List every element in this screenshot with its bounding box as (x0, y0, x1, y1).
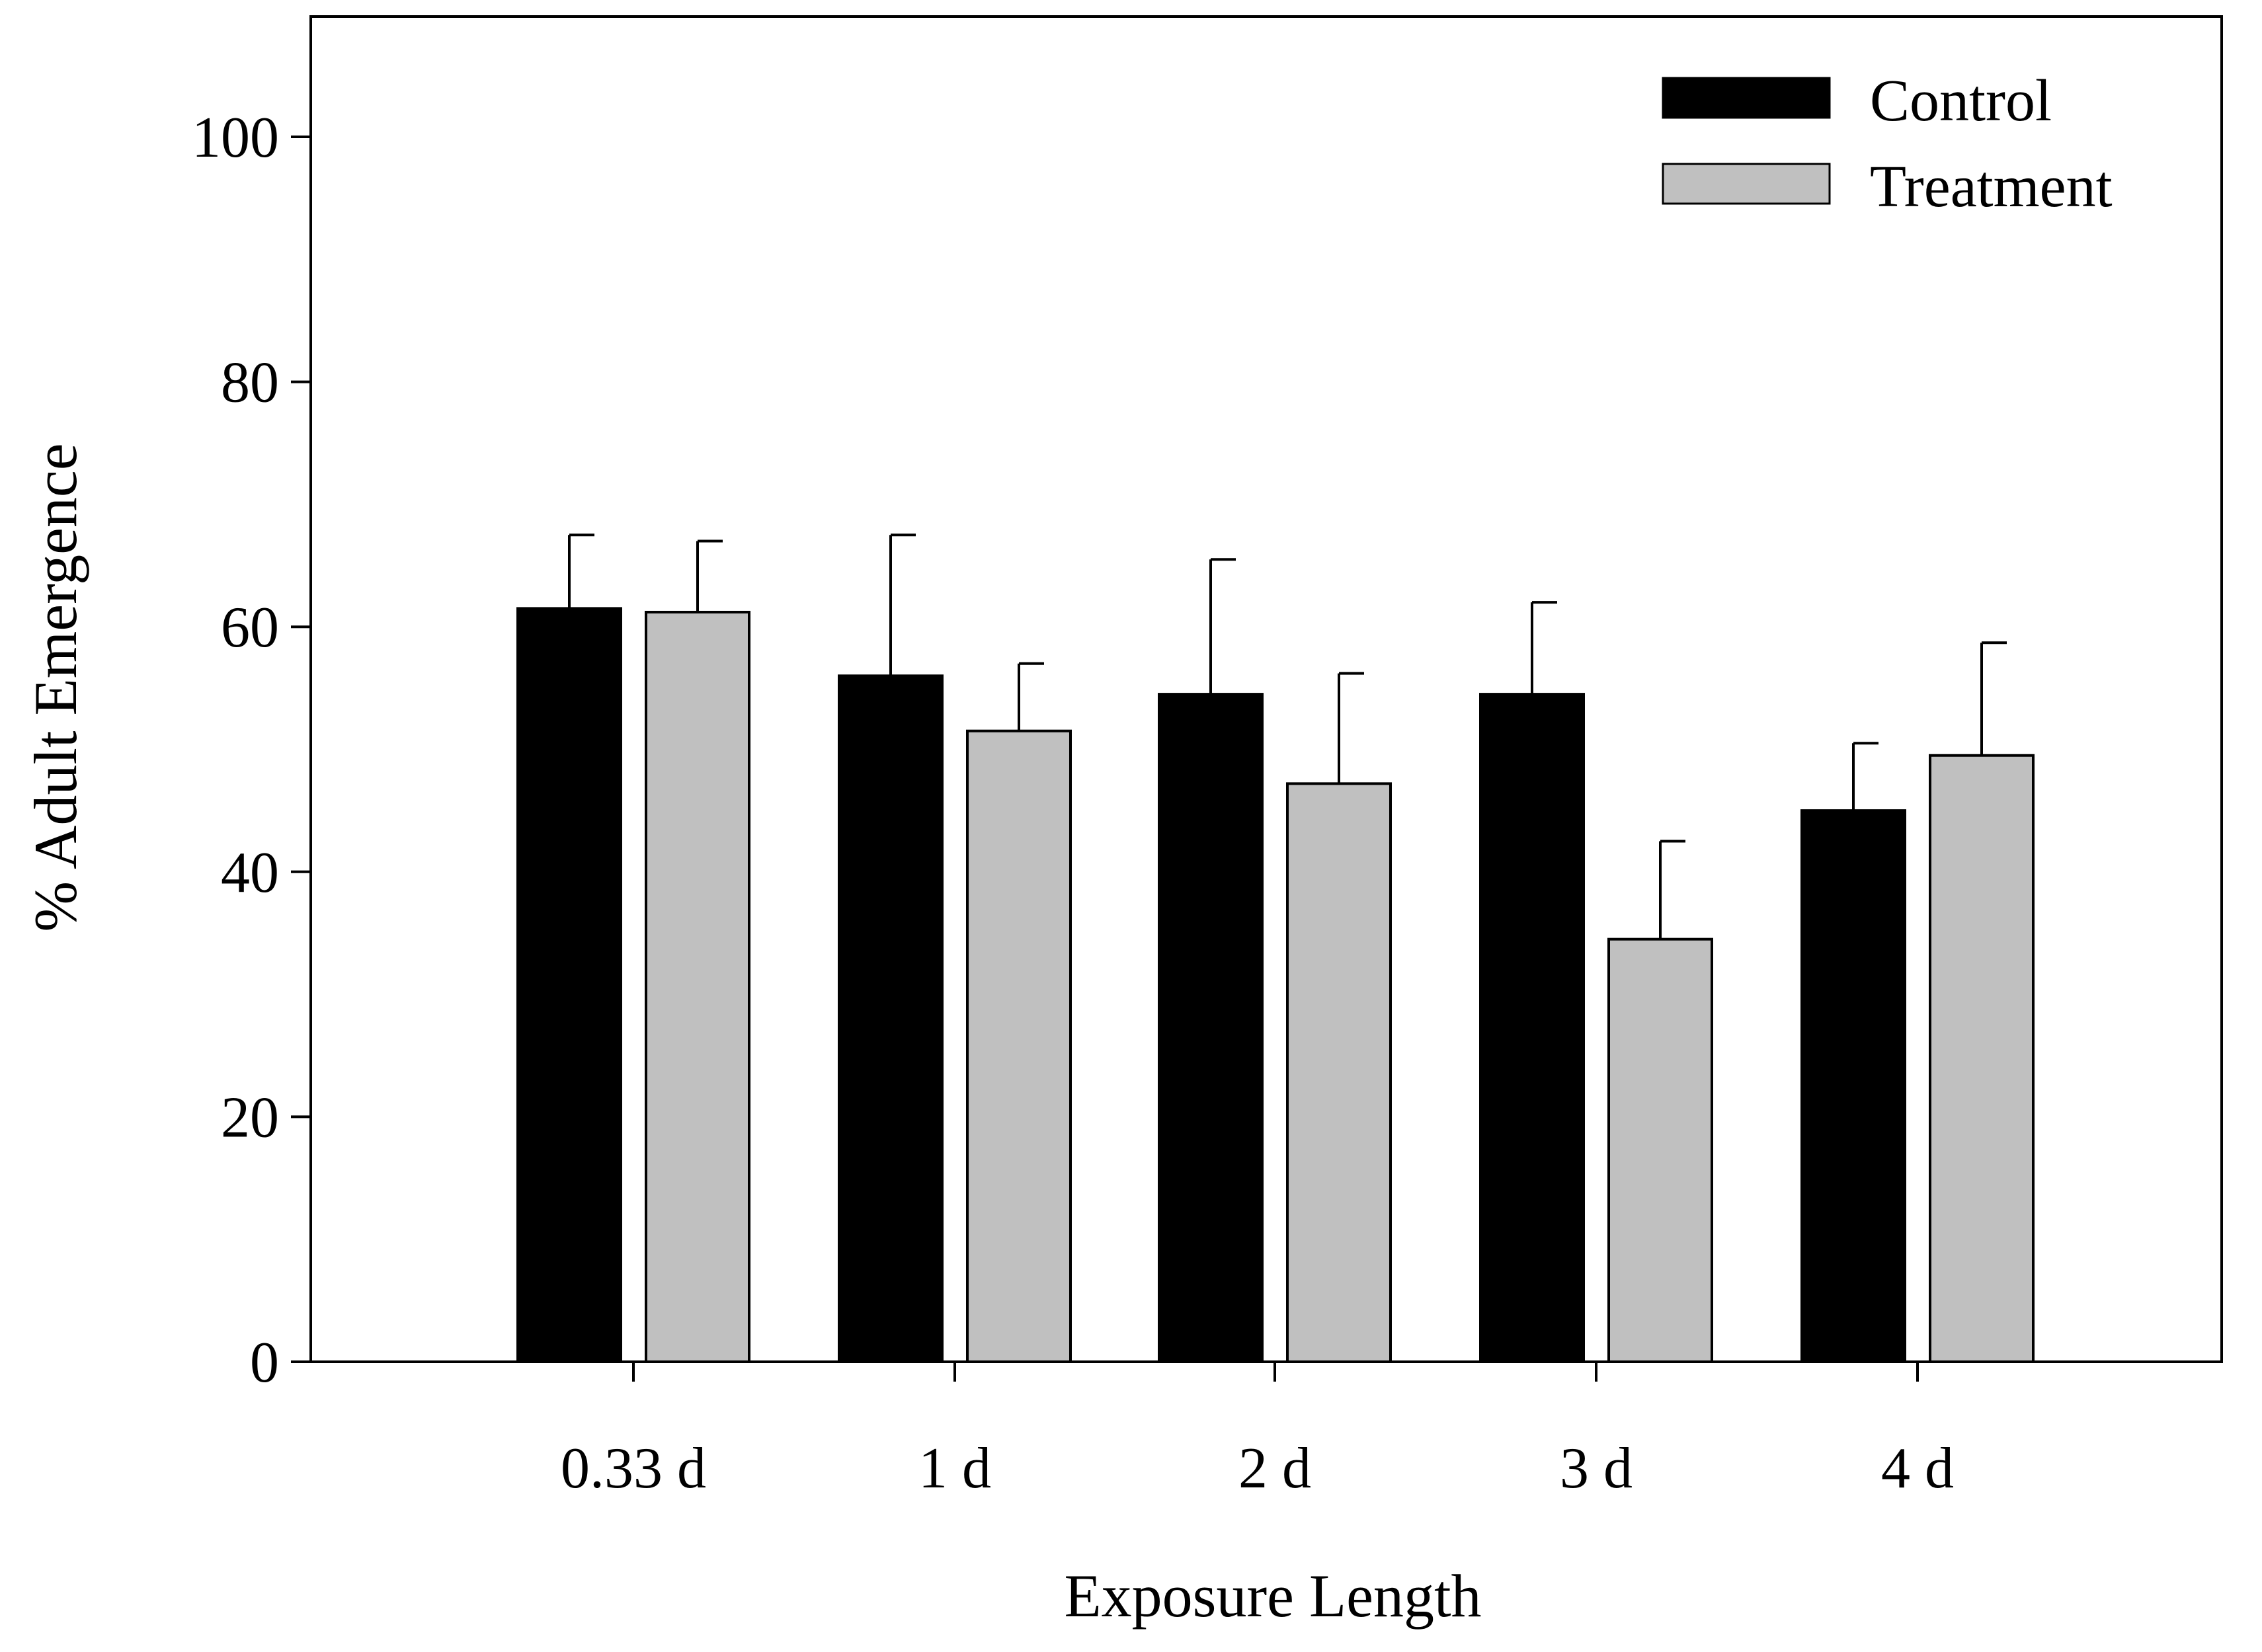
bar-control (516, 607, 622, 1363)
bar-treatment (1929, 754, 2035, 1363)
bar-treatment (1286, 782, 1392, 1364)
x-tick-label: 1 d (918, 1436, 991, 1501)
legend-label-control: Control (1870, 68, 2052, 134)
y-axis: 0 20 40 60 80 100 (192, 106, 311, 1395)
x-tick-label: 2 d (1238, 1436, 1311, 1501)
bar-treatment (966, 729, 1072, 1363)
y-axis-title: % Adult Emergence (22, 443, 89, 931)
bar-treatment (645, 610, 750, 1363)
bars-group (516, 607, 2035, 1364)
y-tick-label: 60 (221, 596, 279, 660)
y-tick-label: 0 (250, 1331, 279, 1395)
x-tick-label: 0.33 d (561, 1436, 706, 1501)
bar-control (1800, 809, 1906, 1363)
error-bars-group (568, 533, 2007, 939)
y-tick-label: 100 (192, 106, 279, 170)
y-tick-label: 80 (221, 351, 279, 415)
plot-frame (309, 15, 2223, 1363)
bar-control (1479, 693, 1585, 1363)
x-tick-label: 4 d (1881, 1436, 1954, 1501)
x-axis: 0.33 d 1 d 2 d 3 d 4 d (561, 1362, 1954, 1501)
legend-swatch-treatment (1662, 163, 1831, 205)
y-tick-label: 40 (221, 841, 279, 905)
x-axis-title: Exposure Length (1064, 1562, 1481, 1630)
x-tick-label: 3 d (1560, 1436, 1633, 1501)
legend-swatch-control (1662, 77, 1831, 119)
legend-label-treatment: Treatment (1870, 154, 2113, 219)
y-tick-label: 20 (221, 1085, 279, 1150)
bar-treatment (1607, 937, 1713, 1363)
bar-control (838, 674, 944, 1364)
legend: Control Treatment (1662, 68, 2113, 219)
bar-control (1158, 693, 1264, 1363)
